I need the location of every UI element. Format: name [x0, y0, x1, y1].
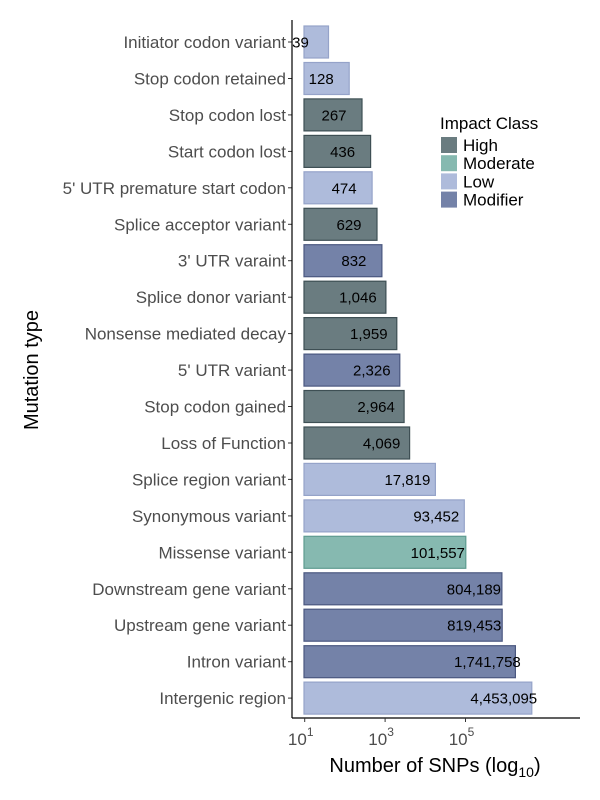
- bar-value-label: 93,452: [413, 508, 459, 525]
- category-label: Stop codon gained: [144, 398, 286, 417]
- bar: [303, 645, 516, 679]
- legend-label: Modifier: [463, 191, 524, 210]
- bar: [303, 25, 330, 59]
- legend-swatch: [441, 191, 457, 208]
- category-label: Loss of Function: [161, 434, 286, 453]
- bar: [303, 535, 467, 569]
- bar-value-label: 267: [321, 107, 346, 124]
- bar-value-label: 832: [341, 253, 366, 270]
- legend-label: Moderate: [463, 154, 535, 173]
- x-axis-title-suffix: ): [534, 755, 541, 777]
- category-label: 5' UTR premature start codon: [63, 179, 286, 198]
- axes-layer: Initiator codon variant Stop codon retain…: [63, 20, 580, 749]
- legend-label: High: [463, 136, 498, 155]
- category-label: Initiator codon variant: [123, 33, 286, 52]
- bar: [303, 317, 398, 351]
- category-label: Synonymous variant: [132, 507, 286, 526]
- bar-value-label: 2,964: [357, 399, 395, 416]
- category-label: Intron variant: [187, 653, 286, 672]
- bar: [303, 681, 533, 715]
- bar-value-label: 1,959: [350, 326, 388, 343]
- bar: [303, 207, 378, 241]
- category-label: Splice donor variant: [136, 288, 287, 307]
- y-axis-title: Mutation type: [21, 310, 43, 430]
- bar: [303, 353, 401, 387]
- bar: [303, 608, 503, 642]
- bar-value-label: 629: [336, 217, 361, 234]
- bar: [303, 134, 372, 168]
- x-tick-label: 101: [288, 725, 314, 749]
- bar: [303, 499, 465, 533]
- legend-label: Low: [463, 172, 495, 191]
- category-label: Stop codon lost: [169, 106, 286, 125]
- category-label: Splice region variant: [132, 470, 286, 489]
- bar: [303, 171, 373, 205]
- bar-value-label: 804,189: [447, 581, 501, 598]
- category-label: Start codon lost: [168, 142, 286, 161]
- bar-value-label: 4,453,095: [470, 691, 537, 708]
- legend-swatch: [441, 155, 457, 172]
- bar: [303, 61, 350, 96]
- legend-title: Impact Class: [440, 114, 538, 133]
- x-axis-title-subscript: 10: [518, 764, 534, 780]
- legend-swatch: [441, 137, 457, 153]
- bar: [303, 98, 363, 132]
- category-label: Downstream gene variant: [92, 580, 286, 599]
- bar: [303, 280, 387, 314]
- bar-value-label: 39: [292, 35, 309, 52]
- bar-value-label: 101,557: [411, 545, 465, 562]
- category-label: 5' UTR variant: [178, 361, 286, 380]
- bars-layer: 39 128 267 436 474 629 832 1,046 1,959 2,326 2,964…: [292, 25, 537, 715]
- bar-value-label: 474: [332, 180, 357, 197]
- bar-value-label: 436: [330, 144, 355, 161]
- bar: [303, 426, 411, 460]
- bar: [303, 572, 503, 606]
- bar-value-label: 17,819: [384, 472, 430, 489]
- bar-value-label: 1,741,758: [454, 654, 521, 671]
- category-label: Upstream gene variant: [114, 616, 286, 635]
- category-label: Intergenic region: [159, 689, 286, 708]
- bar: [303, 389, 405, 424]
- x-axis-title-main: Number of SNPs (log: [329, 755, 518, 777]
- bar: [303, 244, 383, 278]
- x-tick-label: 103: [368, 725, 394, 749]
- x-tick-label: 105: [449, 725, 475, 749]
- bar: [303, 462, 436, 496]
- x-axis-title: Number of SNPs (log10): [329, 755, 540, 780]
- bar-value-label: 2,326: [353, 363, 391, 380]
- category-label: Missense variant: [158, 543, 286, 562]
- category-label: Nonsense mediated decay: [85, 325, 287, 344]
- bar-value-label: 819,453: [447, 618, 501, 635]
- category-label: Stop codon retained: [134, 70, 286, 89]
- bar-value-label: 128: [309, 71, 334, 88]
- bar-value-label: 4,069: [363, 436, 401, 453]
- legend-swatch: [441, 173, 457, 190]
- category-label: 3' UTR varaint: [178, 252, 286, 271]
- bar-value-label: 1,046: [339, 290, 377, 307]
- category-label: Splice acceptor variant: [114, 215, 286, 234]
